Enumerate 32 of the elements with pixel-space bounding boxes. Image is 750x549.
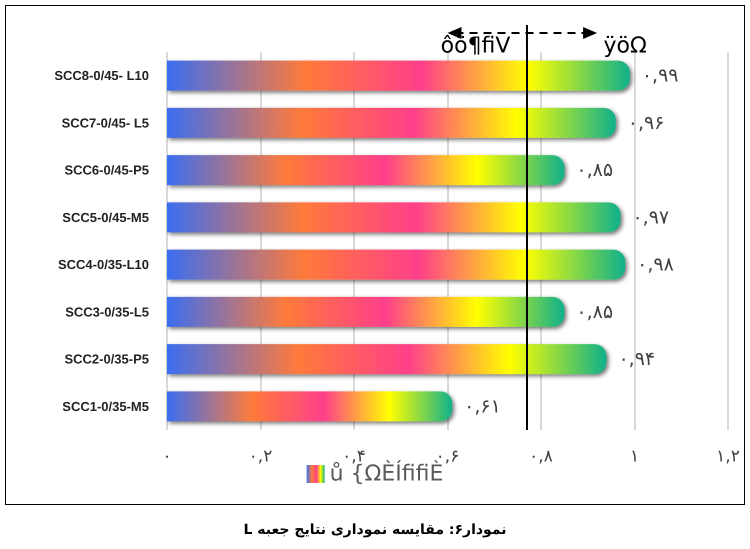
x-tick-label: ۰ [162,446,172,466]
x-tick-label: ۰,۸ [529,446,553,466]
data-label: ۰,۸۵ [576,159,614,182]
bar [167,202,620,232]
y-tick-label: SCC7-0/45- L5 [62,115,149,130]
text: نمودار۶: مقایسه نموداری نتایج جعبه L [242,522,508,538]
data-label: ۰,۸۵ [576,300,614,323]
bar [167,391,452,422]
bar [167,344,606,374]
bar [167,108,616,138]
data-label: ۰,۶۱ [464,395,501,418]
y-tick-label: SCC8-0/45- L10 [54,68,149,84]
x-tick-label: ۰,۲ [248,446,272,466]
x-tick-label: ۱ [630,446,640,466]
x-tick-label: ۱,۲ [716,446,740,466]
data-label: ۰,۹۴ [618,348,656,370]
data-label: ۰,۹۹ [642,64,678,87]
data-label: ۰,۹۸ [637,254,674,276]
y-tick-label: SCC6-0/45-P5 [64,162,149,178]
y-tick-label: SCC3-0/35-L5 [65,304,149,320]
annotation: ÿöΩ [604,34,647,58]
data-label: ۰,۹۷ [632,206,670,228]
bar [167,250,626,280]
data-label: ۰,۹۶ [628,112,664,134]
y-tick-label: SCC2-0/35-P5 [64,352,149,367]
bar [167,296,564,327]
bar [167,155,564,186]
bar [167,60,630,91]
y-tick-label: SCC5-0/45-M5 [62,210,149,225]
y-tick-label: SCC1-0/35-M5 [62,398,149,414]
y-tick-label: SCC4-0/35-L10 [58,257,149,272]
annotation: ôö¶fiV [440,34,510,58]
